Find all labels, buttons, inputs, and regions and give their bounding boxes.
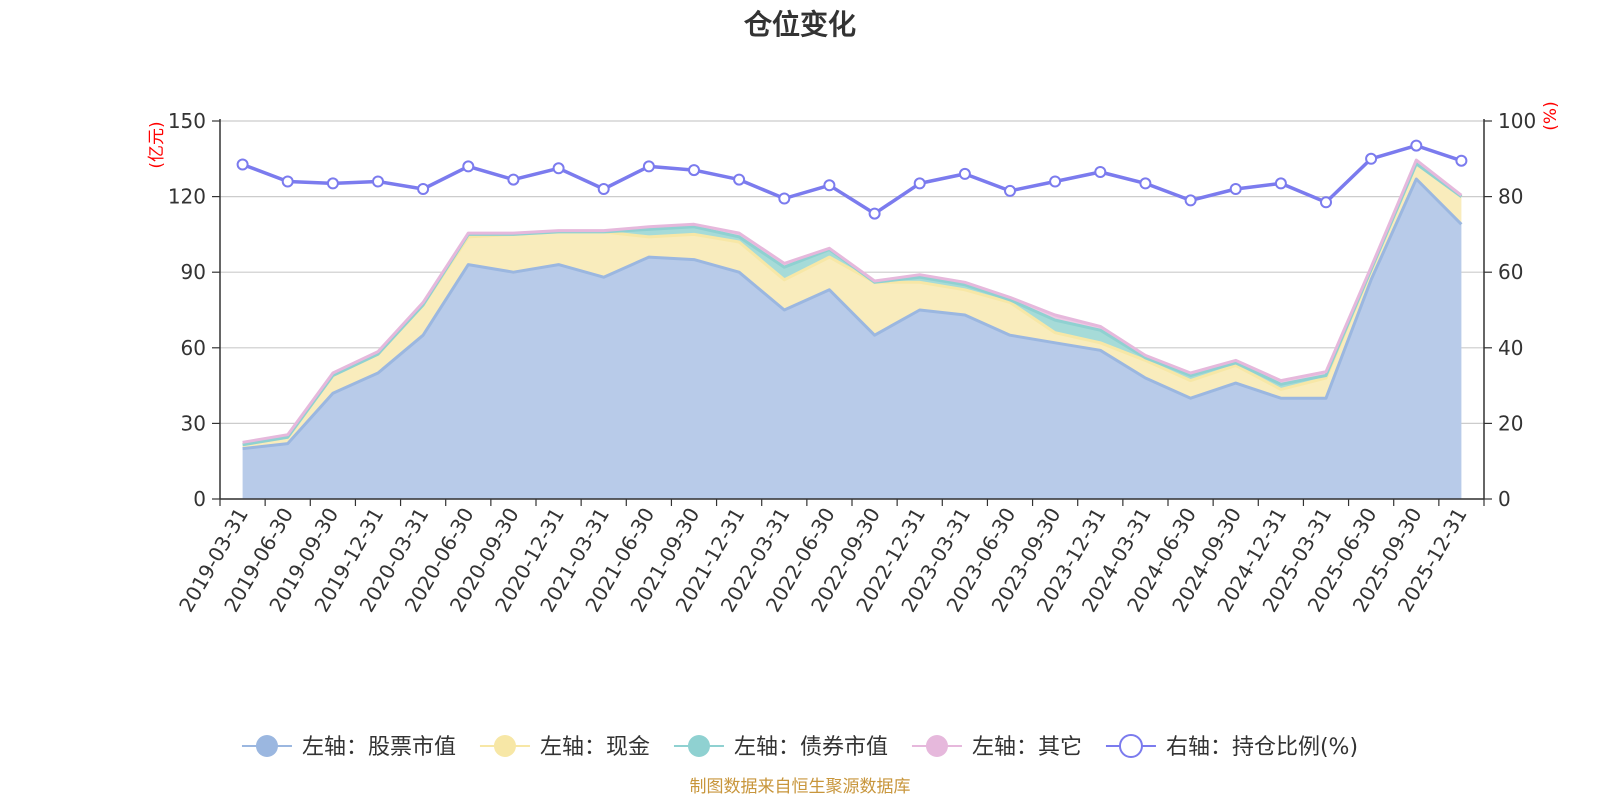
area-top-line-0 [242,177,1463,451]
holding-ratio-point [958,167,971,180]
holding-ratio-point [868,207,881,220]
legend-label: 左轴：债券市值 [734,735,888,760]
holding-ratio-point [417,183,430,195]
legend-marker-icon [687,735,710,757]
right-axis-unit: (%) [1541,101,1561,130]
holding-ratio-point [1365,152,1378,165]
holding-ratio-line [241,143,1462,216]
holding-ratio-point [507,173,520,186]
legend-label: 左轴：其它 [972,735,1082,760]
legend-marker-icon [255,735,278,757]
left-tick-label: 90 [181,260,206,284]
holding-ratio-point [1320,196,1332,209]
right-tick-label: 80 [1498,185,1523,209]
holding-ratio-point [733,173,746,186]
holding-ratio-point [552,162,565,175]
right-tick-label: 20 [1498,411,1523,435]
area-top-line-3 [242,158,1463,444]
left-tick-label: 120 [168,185,206,209]
data-source-note: 制图数据来自恒生聚源数据库 [690,777,911,797]
area-band-0 [242,179,1462,499]
left-tick-label: 30 [181,411,206,435]
holding-ratio-point [1184,194,1197,207]
holding-ratio-point [1004,184,1016,197]
holding-ratio-point [913,177,926,190]
holding-ratio-point [1229,183,1242,195]
holding-ratio-point [372,175,384,188]
holding-ratio-point [281,175,294,188]
legend-marker-icon [493,735,516,757]
holding-ratio-point [1094,166,1107,178]
holding-ratio-point [1410,139,1423,152]
legend-label: 左轴：股票市值 [302,735,456,760]
holding-ratio-point [642,160,655,173]
legend-item-4[interactable]: 右轴：持仓比例(%) [1105,734,1358,760]
holding-ratio-point [236,158,249,171]
legend-item-0[interactable]: 左轴：股票市值 [241,735,456,760]
right-tick-label: 60 [1498,260,1523,284]
holding-ratio-point [1139,177,1152,190]
chart-title: 仓位变化 [744,8,856,41]
holding-ratio-point [326,177,339,190]
area-band-1 [242,163,1462,449]
holding-ratio-point [597,183,610,195]
holding-ratio-point [1274,177,1287,190]
holding-ratio-point [688,164,700,177]
holding-ratio-point [823,179,836,192]
legend-marker-icon [925,735,948,757]
right-tick-label: 100 [1498,109,1536,133]
legend-label: 左轴：现金 [540,735,650,760]
left-tick-label: 150 [168,109,206,133]
left-tick-label: 60 [181,336,206,360]
legend-item-1[interactable]: 左轴：现金 [479,735,650,760]
holding-ratio-point [462,160,475,173]
right-tick-label: 0 [1498,487,1511,511]
holding-ratio-point [1049,175,1062,188]
legend-item-3[interactable]: 左轴：其它 [911,735,1082,760]
legend-label: 右轴：持仓比例(%) [1166,735,1358,760]
legend-item-2[interactable]: 左轴：债券市值 [673,735,888,760]
holding-ratio-point [778,192,791,205]
right-tick-label: 40 [1498,336,1523,360]
left-tick-label: 0 [193,487,206,511]
legend-marker-icon [1118,734,1143,758]
holding-ratio-point [1455,154,1468,167]
left-axis-unit: (亿元) [147,121,167,168]
